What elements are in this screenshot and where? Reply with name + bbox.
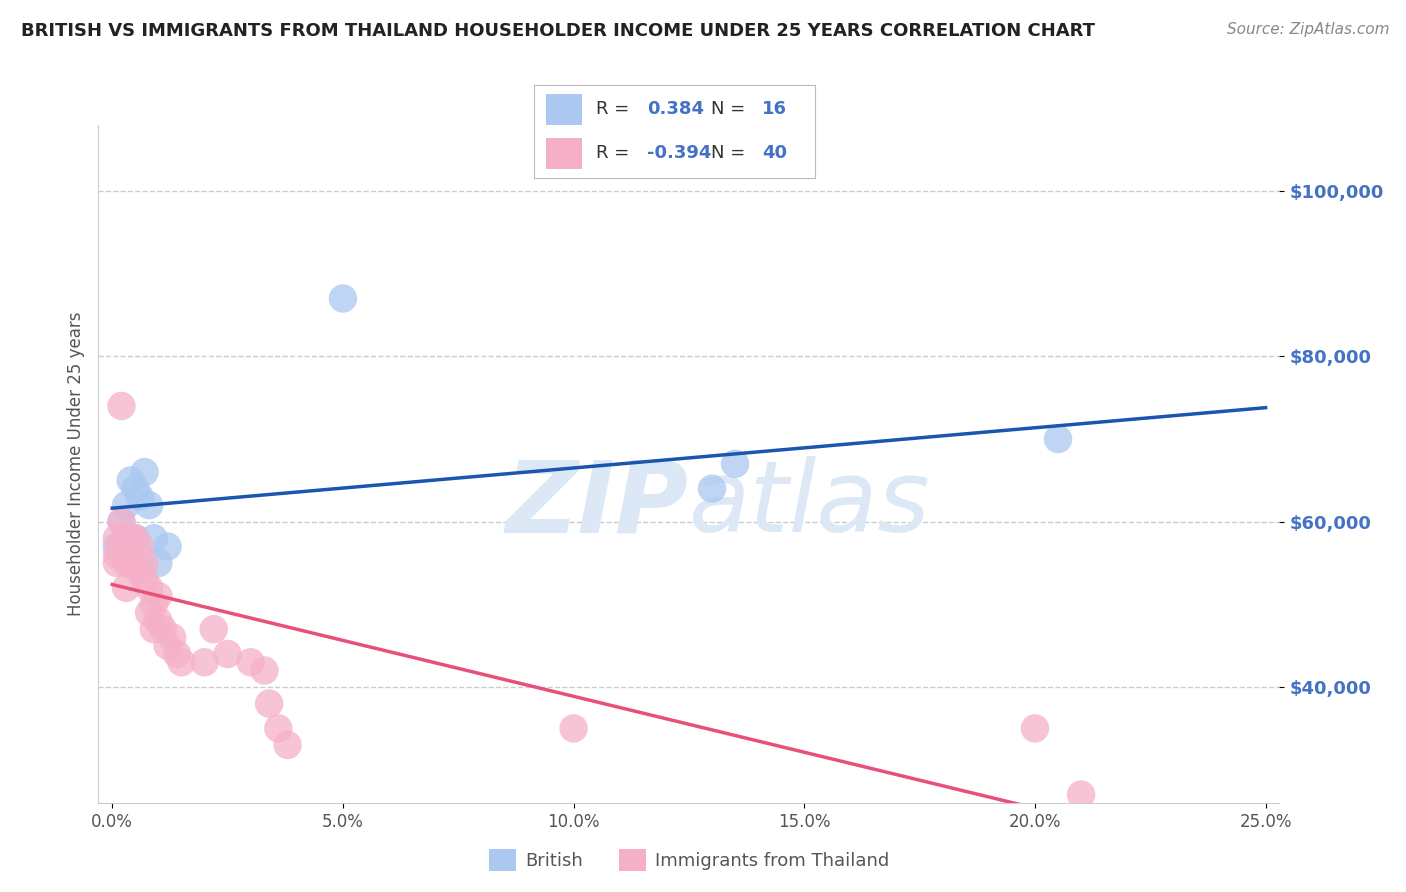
Text: N =: N =: [711, 100, 745, 118]
Point: [124, 531, 146, 545]
Point: [267, 722, 290, 736]
Point: [120, 474, 142, 488]
Point: [110, 540, 132, 554]
Point: [105, 556, 128, 570]
Point: [162, 631, 183, 645]
Point: [138, 581, 160, 595]
Point: [124, 531, 146, 545]
Point: [110, 515, 132, 529]
Point: [277, 738, 299, 752]
Point: [217, 647, 239, 661]
Point: [142, 622, 165, 636]
Point: [138, 498, 160, 512]
Legend: British, Immigrants from Thailand: British, Immigrants from Thailand: [481, 842, 897, 879]
Point: [193, 655, 215, 669]
Point: [120, 556, 142, 570]
Text: atlas: atlas: [689, 456, 931, 553]
Point: [170, 655, 193, 669]
Point: [134, 465, 156, 479]
Point: [700, 482, 723, 496]
Point: [110, 515, 132, 529]
Point: [129, 564, 152, 578]
Point: [115, 498, 138, 512]
Point: [1046, 432, 1069, 446]
Point: [148, 556, 170, 570]
Text: R =: R =: [596, 144, 630, 161]
FancyBboxPatch shape: [546, 95, 582, 125]
Text: 40: 40: [762, 144, 787, 161]
Point: [257, 697, 280, 711]
Point: [562, 722, 585, 736]
Text: R =: R =: [596, 100, 630, 118]
Point: [105, 531, 128, 545]
Point: [253, 664, 276, 678]
Y-axis label: Householder Income Under 25 years: Householder Income Under 25 years: [66, 311, 84, 616]
Point: [110, 399, 132, 413]
Text: BRITISH VS IMMIGRANTS FROM THAILAND HOUSEHOLDER INCOME UNDER 25 YEARS CORRELATIO: BRITISH VS IMMIGRANTS FROM THAILAND HOUS…: [21, 22, 1095, 40]
Point: [105, 548, 128, 562]
Text: N =: N =: [711, 144, 745, 161]
Point: [142, 531, 165, 545]
Point: [724, 457, 747, 471]
Point: [166, 647, 188, 661]
Point: [129, 540, 152, 554]
Point: [148, 614, 170, 628]
Point: [156, 540, 179, 554]
Point: [202, 622, 225, 636]
Text: ZIP: ZIP: [506, 456, 689, 553]
FancyBboxPatch shape: [546, 138, 582, 169]
Point: [115, 531, 138, 545]
Point: [115, 581, 138, 595]
Point: [138, 606, 160, 620]
Point: [134, 556, 156, 570]
Point: [120, 548, 142, 562]
Text: -0.394: -0.394: [647, 144, 711, 161]
Point: [152, 622, 174, 636]
Text: Source: ZipAtlas.com: Source: ZipAtlas.com: [1226, 22, 1389, 37]
Text: 0.384: 0.384: [647, 100, 704, 118]
Point: [332, 292, 354, 306]
Point: [124, 556, 146, 570]
Point: [148, 589, 170, 603]
Point: [120, 531, 142, 545]
Point: [124, 482, 146, 496]
Point: [1024, 722, 1046, 736]
Point: [239, 655, 262, 669]
Point: [129, 490, 152, 504]
Text: 16: 16: [762, 100, 787, 118]
Point: [1070, 788, 1092, 802]
Point: [142, 598, 165, 612]
Point: [134, 573, 156, 587]
Point: [156, 639, 179, 653]
Point: [105, 540, 128, 554]
Point: [115, 556, 138, 570]
